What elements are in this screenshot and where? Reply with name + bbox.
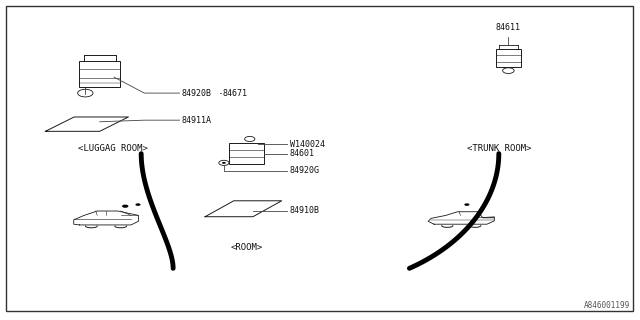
Text: <TRUNK ROOM>: <TRUNK ROOM> — [467, 144, 531, 153]
Text: 84910B: 84910B — [290, 206, 320, 215]
Text: 84671: 84671 — [223, 89, 248, 98]
Text: 84920B: 84920B — [181, 89, 211, 98]
Circle shape — [122, 204, 129, 208]
Circle shape — [136, 203, 141, 206]
Text: A846001199: A846001199 — [584, 301, 630, 310]
Bar — [229, 143, 264, 164]
Text: <ROOM>: <ROOM> — [230, 243, 262, 252]
Bar — [79, 61, 120, 87]
Text: 84920G: 84920G — [290, 166, 320, 175]
Text: 84601: 84601 — [290, 149, 315, 158]
Circle shape — [465, 203, 469, 206]
Text: 84611: 84611 — [496, 23, 521, 32]
Circle shape — [222, 162, 226, 164]
Text: 84911A: 84911A — [181, 116, 211, 125]
Bar — [495, 49, 521, 67]
Text: <LUGGAG ROOM>: <LUGGAG ROOM> — [77, 144, 147, 153]
Text: W140024: W140024 — [290, 140, 325, 149]
